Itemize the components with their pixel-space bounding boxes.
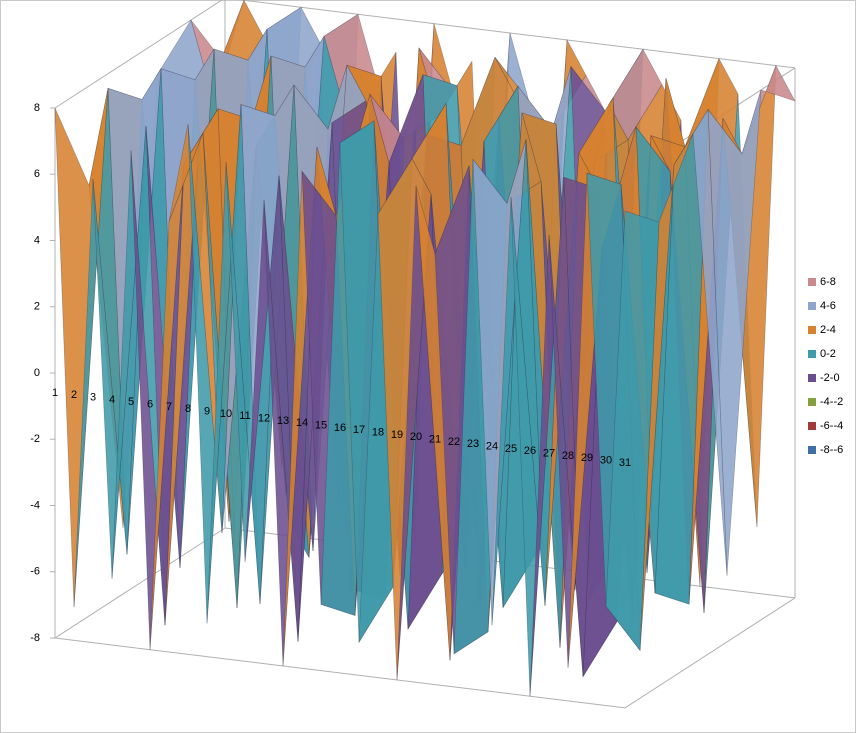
x-tick-label: 27: [543, 447, 555, 459]
x-tick-label: 6: [147, 399, 153, 411]
legend-swatch: [808, 350, 816, 358]
y-tick-label: 2: [34, 301, 40, 313]
legend-swatch: [808, 278, 816, 286]
x-tick-label: 16: [334, 422, 346, 434]
x-tick-label: 24: [486, 440, 498, 452]
legend-label: -4--2: [820, 396, 843, 408]
x-tick-label: 25: [505, 443, 517, 455]
x-tick-label: 20: [410, 431, 422, 443]
legend-swatch: [808, 374, 816, 382]
legend-swatch: [808, 326, 816, 334]
legend-swatch: [808, 446, 816, 454]
x-tick-label: 17: [353, 424, 365, 436]
x-tick-label: 29: [581, 452, 593, 464]
x-tick-label: 30: [600, 454, 612, 466]
x-tick-label: 14: [296, 417, 308, 429]
x-tick-label: 26: [524, 445, 536, 457]
surface-patch: [707, 89, 762, 576]
x-tick-label: 18: [372, 427, 384, 439]
x-tick-label: 22: [448, 436, 460, 448]
legend-swatch: [808, 302, 816, 310]
y-tick-label: 4: [34, 234, 40, 246]
y-tick-label: -6: [30, 566, 40, 578]
y-tick-label: 0: [34, 367, 40, 379]
axis-frame: [624, 597, 796, 709]
surface-patch: [605, 210, 660, 652]
x-tick-label: 11: [239, 410, 250, 422]
x-tick-label: 28: [562, 450, 574, 462]
x-tick-label: 5: [128, 396, 134, 408]
x-tick-label: 7: [166, 401, 172, 413]
y-tick-label: -4: [30, 499, 40, 511]
x-tick-label: 4: [109, 394, 115, 406]
legend-label: 0-2: [820, 348, 836, 360]
x-tick-label: 23: [467, 438, 479, 450]
x-tick-label: 10: [220, 408, 232, 420]
x-tick-label: 2: [71, 389, 77, 401]
legend-swatch: [808, 422, 816, 430]
legend-label: 4-6: [820, 300, 836, 312]
x-tick-label: 19: [391, 429, 403, 441]
legend-label: -8--6: [820, 444, 843, 456]
x-tick-label: 13: [277, 415, 289, 427]
legend-label: -6--4: [820, 420, 843, 432]
x-tick-label: 9: [204, 406, 210, 418]
x-tick-label: 15: [315, 420, 327, 432]
legend-swatch: [808, 398, 816, 406]
surface-patch: [639, 133, 694, 651]
y-tick-label: 6: [34, 168, 40, 180]
x-tick-label: 31: [619, 457, 631, 469]
y-tick-label: -2: [30, 433, 40, 445]
axis-frame: [54, 0, 223, 109]
x-tick-label: 21: [429, 434, 441, 446]
x-tick-label: 12: [258, 413, 270, 425]
y-tick-label: 8: [34, 102, 40, 114]
legend-label: 6-8: [820, 276, 836, 288]
x-tick-label: 3: [90, 392, 96, 404]
x-tick-label: 1: [52, 387, 58, 399]
x-tick-label: 8: [185, 403, 191, 415]
legend-label: -2-0: [820, 372, 840, 384]
legend-label: 2-4: [820, 324, 836, 336]
y-tick-label: -8: [30, 632, 40, 644]
axis-frame: [54, 527, 226, 639]
